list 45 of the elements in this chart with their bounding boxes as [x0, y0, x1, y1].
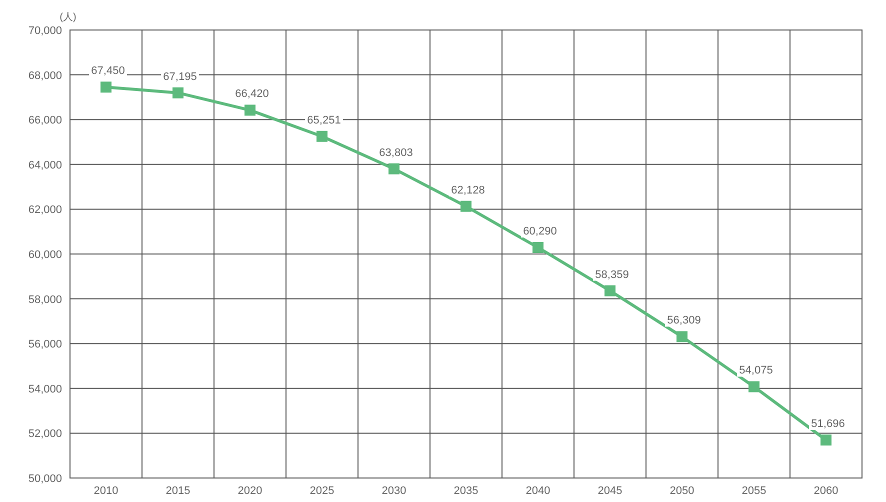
x-tick-label: 2015 [166, 485, 190, 497]
data-label: 63,803 [379, 146, 413, 159]
x-tick-label: 2055 [742, 485, 766, 497]
x-tick-label: 2045 [598, 485, 622, 497]
y-tick-label: 70,000 [28, 25, 62, 37]
point [748, 381, 760, 392]
point [244, 104, 256, 116]
data-label: 51,696 [811, 418, 845, 430]
x-tick-label: 2040 [526, 485, 550, 497]
point [676, 331, 688, 342]
data-label: 58,359 [595, 268, 629, 281]
y-tick-label: 68,000 [28, 70, 62, 82]
y-tick-label: 52,000 [28, 428, 62, 440]
data-label: 65,251 [307, 114, 341, 126]
data-label: 60,290 [523, 226, 557, 238]
data-label: 56,309 [667, 314, 701, 327]
y-tick-label: 58,000 [28, 294, 62, 306]
data-label: 67,195 [163, 70, 197, 83]
point [388, 163, 400, 174]
x-tick-label: 2050 [670, 485, 694, 497]
y-tick-label: 50,000 [28, 473, 62, 485]
x-tick-label: 2030 [382, 485, 406, 497]
x-tick-label: 2060 [814, 485, 838, 497]
x-tick-label: 2025 [310, 485, 334, 497]
y-tick-label: 60,000 [28, 249, 62, 261]
data-label: 66,420 [235, 88, 269, 100]
y-tick-label: 54,000 [28, 383, 62, 396]
point [820, 434, 832, 446]
data-label: 67,450 [91, 65, 125, 78]
y-axis-title: (人) [60, 12, 76, 23]
y-tick-label: 56,000 [28, 338, 62, 351]
point [532, 242, 544, 254]
point [100, 82, 112, 93]
data-label: 62,128 [451, 184, 485, 196]
point [172, 87, 184, 98]
y-tick-label: 62,000 [28, 204, 62, 216]
y-tick-label: 66,000 [28, 114, 62, 127]
x-tick-label: 2020 [238, 485, 262, 497]
data-label: 54,075 [739, 364, 773, 377]
x-tick-label: 2035 [454, 485, 478, 497]
point [604, 285, 616, 296]
point [316, 130, 328, 142]
x-tick-label: 2010 [94, 485, 118, 497]
point [460, 200, 472, 212]
y-tick-label: 64,000 [28, 159, 62, 172]
